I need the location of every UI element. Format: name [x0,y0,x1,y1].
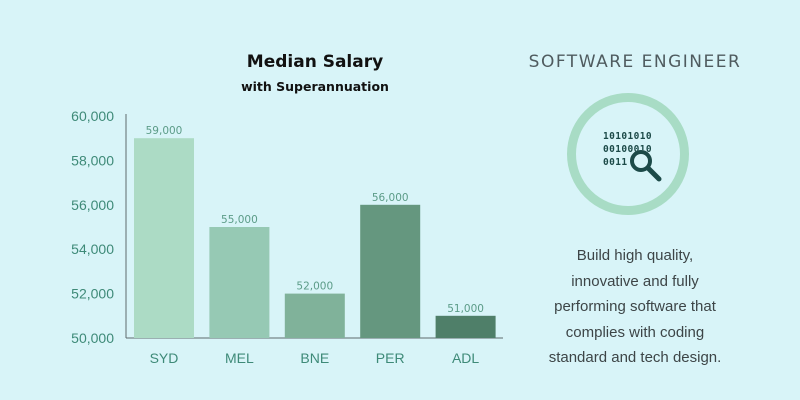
y-tick-label: 52,000 [71,286,114,302]
chart-subtitle: with Superannuation [241,79,389,94]
binary-code-text: 10101010 00100010 0011 [603,130,652,169]
description-line-1: Build high quality, [576,247,694,264]
x-tick-label-bne: BNE [300,350,329,366]
y-tick-label: 56,000 [71,197,114,213]
x-tick-label-per: PER [376,350,405,366]
y-tick-label: 50,000 [71,330,114,346]
binary-line-1: 10101010 [603,131,652,142]
description-line-2: innovative and fully [571,272,699,290]
description-line-4: complies with coding [565,323,705,341]
x-tick-label-mel: MEL [225,350,254,366]
x-tick-label-syd: SYD [150,350,179,366]
binary-line-3: 0011 [603,157,628,168]
data-label-bne: 52,000 [296,281,333,293]
data-label-mel: 55,000 [221,214,258,226]
data-label-syd: 59,000 [146,125,183,137]
chart-title: Median Salary [246,52,384,72]
bar-adl [435,315,496,338]
data-label-per: 56,000 [372,192,409,204]
y-tick-label: 54,000 [71,241,114,257]
description-line-3: performing software that [554,298,716,315]
magnifier-icon [630,150,662,182]
description-line-5: standard and tech design. [548,349,722,366]
bar-per [360,204,421,338]
y-tick-label: 60,000 [71,108,114,124]
data-label-adl: 51,000 [447,303,484,315]
bar-syd [134,138,194,338]
job-description: Build high quality, innovative and fully… [520,243,750,371]
icon-ring [567,93,689,215]
y-tick-label: 58,000 [71,152,114,168]
x-tick-label-adl: ADL [452,350,479,366]
job-title: SOFTWARE ENGINEER [528,52,742,72]
binary-line-2: 00100010 [603,144,652,155]
bar-bne [284,293,345,338]
bar-mel [209,227,270,338]
